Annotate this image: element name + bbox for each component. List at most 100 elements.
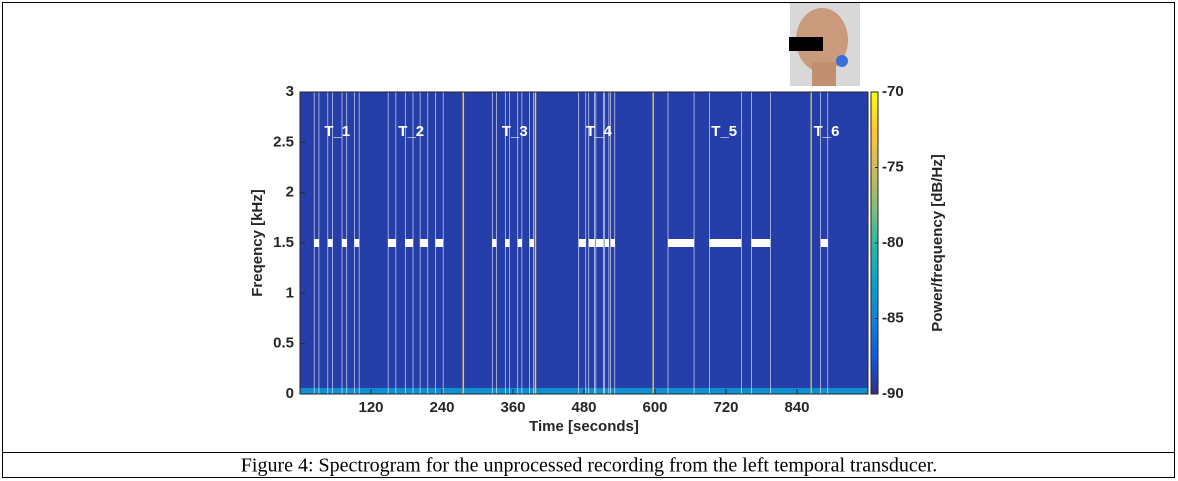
y-tick-label: 3	[286, 83, 294, 100]
colorbar-segment	[871, 157, 878, 163]
colorbar-segment	[871, 353, 878, 360]
stimulus-bar	[505, 239, 510, 247]
stimulus-bar	[751, 239, 771, 247]
y-tick-label: 1	[286, 284, 294, 301]
colorbar-segment	[871, 358, 878, 365]
colorbar-segment	[871, 333, 878, 340]
colorbar-segment	[871, 237, 878, 244]
colorbar-segment	[871, 162, 878, 168]
colorbar-segment	[871, 288, 878, 294]
x-tick-label: 360	[500, 399, 525, 416]
colorbar-segment	[871, 388, 878, 395]
stimulus-bar	[668, 239, 695, 247]
colorbar-segment	[871, 117, 878, 123]
colorbar-segment	[871, 147, 878, 153]
colorbar-segment	[871, 263, 878, 269]
colorbar-segment	[871, 187, 878, 194]
colorbar-segment	[871, 308, 878, 314]
trial-label: T_1	[324, 123, 350, 140]
stimulus-bar	[492, 239, 497, 247]
stimulus-bar	[435, 239, 444, 247]
colorbar-segment	[871, 127, 878, 133]
colorbar-segment	[871, 197, 878, 204]
colorbar-segment	[871, 343, 878, 350]
colorbar-segment	[871, 298, 878, 304]
colorbar-segment	[871, 328, 878, 335]
colorbar-segment	[871, 383, 878, 390]
colorbar-segment	[871, 92, 878, 98]
colorbar-tick-label: -80	[882, 234, 904, 251]
stimulus-bar	[420, 239, 428, 247]
colorbar-segment	[871, 348, 878, 355]
stimulus-bar	[709, 239, 742, 247]
stimulus-bar	[604, 239, 609, 247]
stimulus-bar	[529, 239, 534, 247]
colorbar-segment	[871, 167, 878, 174]
colorbar-segment	[871, 107, 878, 113]
y-tick-label: 0	[286, 385, 294, 402]
y-tick-label: 2	[286, 184, 294, 201]
colorbar-segment	[871, 152, 878, 158]
stimulus-bar	[342, 239, 347, 247]
colorbar-segment	[871, 137, 878, 143]
stimulus-bar	[595, 239, 604, 247]
colorbar-segment	[871, 142, 878, 148]
colorbar-segment	[871, 132, 878, 138]
colorbar-tick-label: -85	[882, 309, 904, 326]
colorbar-segment	[871, 378, 878, 385]
colorbar-segment	[871, 232, 878, 239]
colorbar-segment	[871, 202, 878, 209]
stimulus-bar	[610, 239, 615, 247]
colorbar-segment	[871, 207, 878, 214]
colorbar-segment	[871, 217, 878, 224]
colorbar-segment	[871, 243, 878, 249]
x-axis-label: Time [seconds]	[529, 418, 639, 435]
colorbar-segment	[871, 258, 878, 264]
colorbar-segment	[871, 122, 878, 128]
colorbar-segment	[871, 278, 878, 284]
trial-label: T_2	[398, 123, 424, 140]
x-tick-label: 480	[571, 399, 596, 416]
colorbar-tick-label: -70	[882, 83, 904, 100]
colorbar-label: Power/frequency [dB/Hz]	[929, 154, 946, 332]
stimulus-bar	[354, 239, 360, 247]
y-tick-label: 2.5	[273, 133, 294, 150]
stimulus-bar	[314, 239, 319, 247]
colorbar-segment	[871, 192, 878, 199]
stimulus-bar	[388, 239, 396, 247]
colorbar-segment	[871, 177, 878, 184]
trial-label: T_4	[586, 123, 613, 140]
colorbar-segment	[871, 273, 878, 279]
stimulus-bar	[588, 239, 595, 247]
x-tick-label: 720	[713, 399, 738, 416]
colorbar-segment	[871, 253, 878, 259]
colorbar-tick-label: -90	[882, 385, 904, 402]
caption: Figure 4: Spectrogram for the unprocesse…	[241, 455, 937, 477]
stimulus-bar	[517, 239, 522, 247]
colorbar-segment	[871, 368, 878, 375]
colorbar-segment	[871, 338, 878, 345]
trial-label: T_3	[502, 123, 528, 140]
stimulus-bar	[820, 239, 828, 247]
stimulus-bar	[405, 239, 414, 247]
x-tick-label: 840	[784, 399, 809, 416]
colorbar-segment	[871, 363, 878, 370]
x-tick-label: 240	[429, 399, 454, 416]
colorbar-segment	[871, 268, 878, 274]
y-tick-label: 0.5	[273, 335, 294, 352]
x-tick-label: 120	[358, 399, 383, 416]
trial-label: T_6	[814, 123, 840, 140]
colorbar-segment	[871, 248, 878, 254]
colorbar-segment	[871, 212, 878, 219]
y-axis-label: Freqency [kHz]	[249, 189, 266, 297]
colorbar-segment	[871, 222, 878, 229]
colorbar-segment	[871, 293, 878, 299]
colorbar-segment	[871, 318, 878, 325]
colorbar-segment	[871, 373, 878, 380]
stimulus-bar	[327, 239, 333, 247]
colorbar-segment	[871, 323, 878, 330]
y-tick-label: 1.5	[273, 234, 294, 251]
colorbar-segment	[871, 182, 878, 189]
